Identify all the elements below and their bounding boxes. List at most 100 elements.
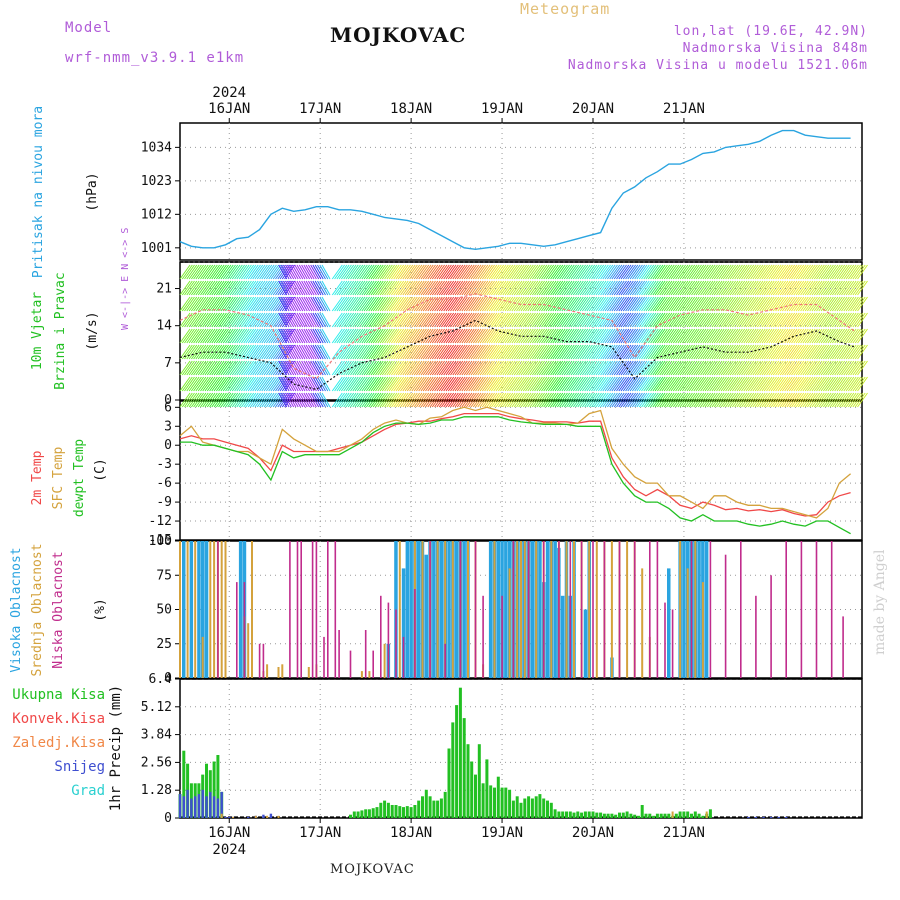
- wind-barb: [447, 376, 459, 392]
- wind-barb: [581, 344, 593, 360]
- wind-barb: [643, 312, 655, 328]
- wind-barb: [795, 264, 807, 280]
- wind-barb: [563, 312, 575, 328]
- wind-barb: [543, 328, 555, 344]
- wind-barb: [616, 264, 627, 280]
- wind-barb: [763, 280, 775, 296]
- wind-barb: [443, 376, 455, 392]
- wind-barb: [427, 392, 439, 408]
- wind-barb: [486, 376, 498, 392]
- wind-barb: [847, 264, 859, 280]
- wind-barb: [593, 392, 605, 408]
- wind-barb: [561, 280, 573, 296]
- wind-barb: [425, 328, 436, 344]
- wind-barb: [459, 344, 471, 360]
- wind-barb: [745, 296, 757, 312]
- wind-barb: [693, 392, 705, 408]
- wind-barb: [370, 296, 382, 312]
- wind-barb: [852, 296, 864, 312]
- wind-barb: [259, 280, 271, 296]
- wind-barb: [834, 360, 846, 376]
- precip-bar: [701, 815, 705, 818]
- wind-barb: [459, 264, 471, 280]
- wind-barb: [481, 392, 493, 408]
- wind-barb: [650, 296, 662, 312]
- wind-barb: [218, 360, 230, 376]
- wind-barb: [434, 344, 446, 360]
- wind-barb: [845, 296, 857, 312]
- panel-frame-pressure: [179, 122, 863, 261]
- wind-barb: [766, 312, 777, 328]
- wind-barb: [186, 328, 198, 344]
- wind-barb: [186, 376, 198, 392]
- wind-barb: [331, 264, 343, 280]
- wind-barb: [238, 264, 250, 280]
- wind-barb: [495, 280, 507, 296]
- wind-barb: [206, 296, 218, 312]
- wind-barb: [250, 360, 261, 376]
- wind-barb: [652, 360, 664, 376]
- wind-barb: [506, 296, 518, 312]
- wind-barb: [356, 312, 368, 328]
- wind-barb: [645, 328, 657, 344]
- wind-barb: [693, 344, 705, 360]
- cloud-bar-low: [459, 541, 462, 678]
- wind-barb: [631, 328, 643, 344]
- wind-barb: [813, 328, 825, 344]
- wind-barb: [638, 296, 650, 312]
- wind-barb: [525, 360, 536, 376]
- wind-barb: [559, 344, 571, 360]
- wind-barb: [809, 392, 821, 408]
- wind-barb: [294, 280, 304, 296]
- wind-barb: [834, 344, 846, 360]
- wind-barb: [411, 344, 423, 360]
- wind-barb: [265, 312, 277, 328]
- wind-barb: [425, 360, 436, 376]
- wind-barb: [638, 392, 650, 408]
- wind-barb: [729, 392, 741, 408]
- wind-barb: [298, 376, 308, 392]
- wind-barb: [634, 296, 646, 312]
- wind-barb: [418, 312, 430, 328]
- precip-bar: [610, 813, 614, 818]
- wind-barb: [829, 376, 841, 392]
- wind-barb: [593, 344, 605, 360]
- wind-barb: [195, 328, 207, 344]
- wind-barb: [684, 360, 696, 376]
- wind-barb: [670, 360, 682, 376]
- wind-barb: [238, 296, 250, 312]
- wind-barb: [616, 376, 627, 392]
- wind-barb: [709, 296, 721, 312]
- wind-barb: [506, 328, 518, 344]
- wind-barb: [722, 280, 734, 296]
- wind-barb: [331, 296, 343, 312]
- wind-barb: [659, 328, 671, 344]
- wind-barb: [679, 280, 691, 296]
- wind-barb: [502, 376, 514, 392]
- wind-barb: [854, 328, 866, 344]
- wind-barb: [197, 280, 209, 296]
- wind-barb: [222, 264, 234, 280]
- wind-barb: [656, 328, 668, 344]
- wind-barb: [672, 360, 684, 376]
- wind-barb: [509, 328, 521, 344]
- wind-barb: [793, 312, 805, 328]
- wind-barb: [502, 296, 514, 312]
- wind-barb: [218, 312, 230, 328]
- wind-barb: [229, 376, 241, 392]
- wind-barb: [268, 264, 280, 280]
- wind-barb: [452, 328, 464, 344]
- wind-barb: [791, 280, 802, 296]
- wind-barb: [631, 376, 643, 392]
- wind-barb: [361, 312, 373, 328]
- wind-barb: [691, 312, 702, 328]
- wind-barb: [613, 392, 625, 408]
- wind-barb: [202, 360, 214, 376]
- wind-barb: [691, 360, 702, 376]
- cloud-bar-mid: [610, 541, 613, 678]
- wind-barb: [222, 280, 234, 296]
- wind-barb: [786, 264, 798, 280]
- wind-barb: [321, 312, 331, 328]
- wind-barb: [370, 264, 382, 280]
- wind-barb: [552, 360, 564, 376]
